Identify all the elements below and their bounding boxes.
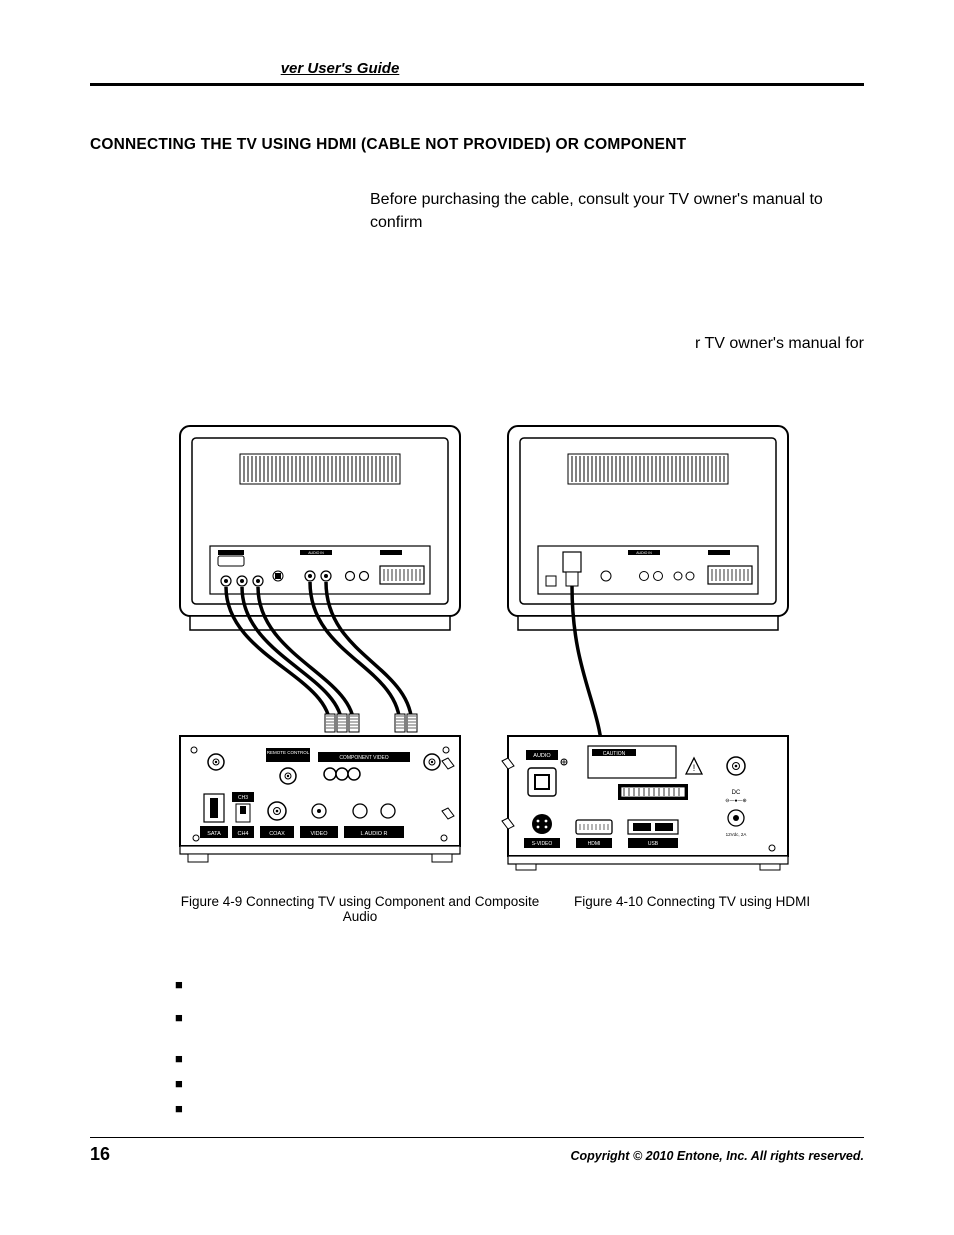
- svg-text:SATA: SATA: [207, 831, 221, 837]
- footer-rule: [90, 1137, 864, 1138]
- copyright-text: Copyright © 2010 Entone, Inc. All rights…: [570, 1149, 864, 1163]
- page-content: ver User's Guide CONNECTING THE TV USING…: [90, 60, 864, 1127]
- svg-text:HDMI: HDMI: [588, 841, 601, 847]
- figure-component-svg: AUDIO IN: [170, 416, 470, 876]
- body-paragraph-1: Before purchasing the cable, consult you…: [370, 188, 864, 234]
- bullet-item: ■: [175, 978, 864, 991]
- running-header: ver User's Guide: [270, 60, 410, 77]
- svg-text:AUDIO IN: AUDIO IN: [636, 551, 652, 555]
- svg-text:CH3: CH3: [238, 795, 248, 801]
- section-heading: CONNECTING THE TV USING HDMI (CABLE NOT …: [90, 136, 864, 154]
- page-number: 16: [90, 1144, 110, 1165]
- svg-text:CAUTION: CAUTION: [603, 751, 626, 757]
- bullet-item: ■: [175, 1052, 864, 1065]
- svg-text:S-VIDEO: S-VIDEO: [532, 841, 553, 847]
- svg-text:DC: DC: [732, 790, 741, 796]
- svg-text:COMPONENT VIDEO: COMPONENT VIDEO: [339, 755, 388, 761]
- figures-row: AUDIO IN: [170, 416, 864, 876]
- bullet-list: ■ ■ ■ ■ ■: [175, 978, 864, 1115]
- svg-text:⊖—●—⊕: ⊖—●—⊕: [725, 798, 746, 804]
- caption-figure-4-10: Figure 4-10 Connecting TV using HDMI: [574, 894, 844, 924]
- svg-text:CH4: CH4: [237, 831, 248, 837]
- header-rule: [90, 83, 864, 86]
- figure-captions: Figure 4-9 Connecting TV using Component…: [170, 894, 864, 924]
- svg-text:!: !: [693, 763, 696, 773]
- svg-text:USB: USB: [648, 841, 659, 847]
- svg-text:AUDIO: AUDIO: [533, 753, 551, 759]
- bullet-item: ■: [175, 1077, 864, 1090]
- svg-text:VIDEO: VIDEO: [310, 831, 328, 837]
- svg-text:REMOTE CONTROL: REMOTE CONTROL: [267, 750, 310, 755]
- svg-text:L AUDIO R: L AUDIO R: [361, 831, 388, 837]
- svg-text:COAX: COAX: [269, 831, 285, 837]
- figure-hdmi-svg: AUDIO IN: [498, 416, 798, 876]
- bullet-item: ■: [175, 1102, 864, 1115]
- svg-text:12Vdc, 2A: 12Vdc, 2A: [726, 832, 747, 837]
- caption-figure-4-9: Figure 4-9 Connecting TV using Component…: [170, 894, 550, 924]
- body-paragraph-2: r TV owner's manual for: [90, 332, 864, 355]
- page-footer: 16 Copyright © 2010 Entone, Inc. All rig…: [90, 1137, 864, 1165]
- figure-component: AUDIO IN: [170, 416, 470, 876]
- bullet-item: ■: [175, 1011, 864, 1024]
- svg-text:AUDIO IN: AUDIO IN: [308, 551, 324, 555]
- figure-hdmi: AUDIO IN: [498, 416, 798, 876]
